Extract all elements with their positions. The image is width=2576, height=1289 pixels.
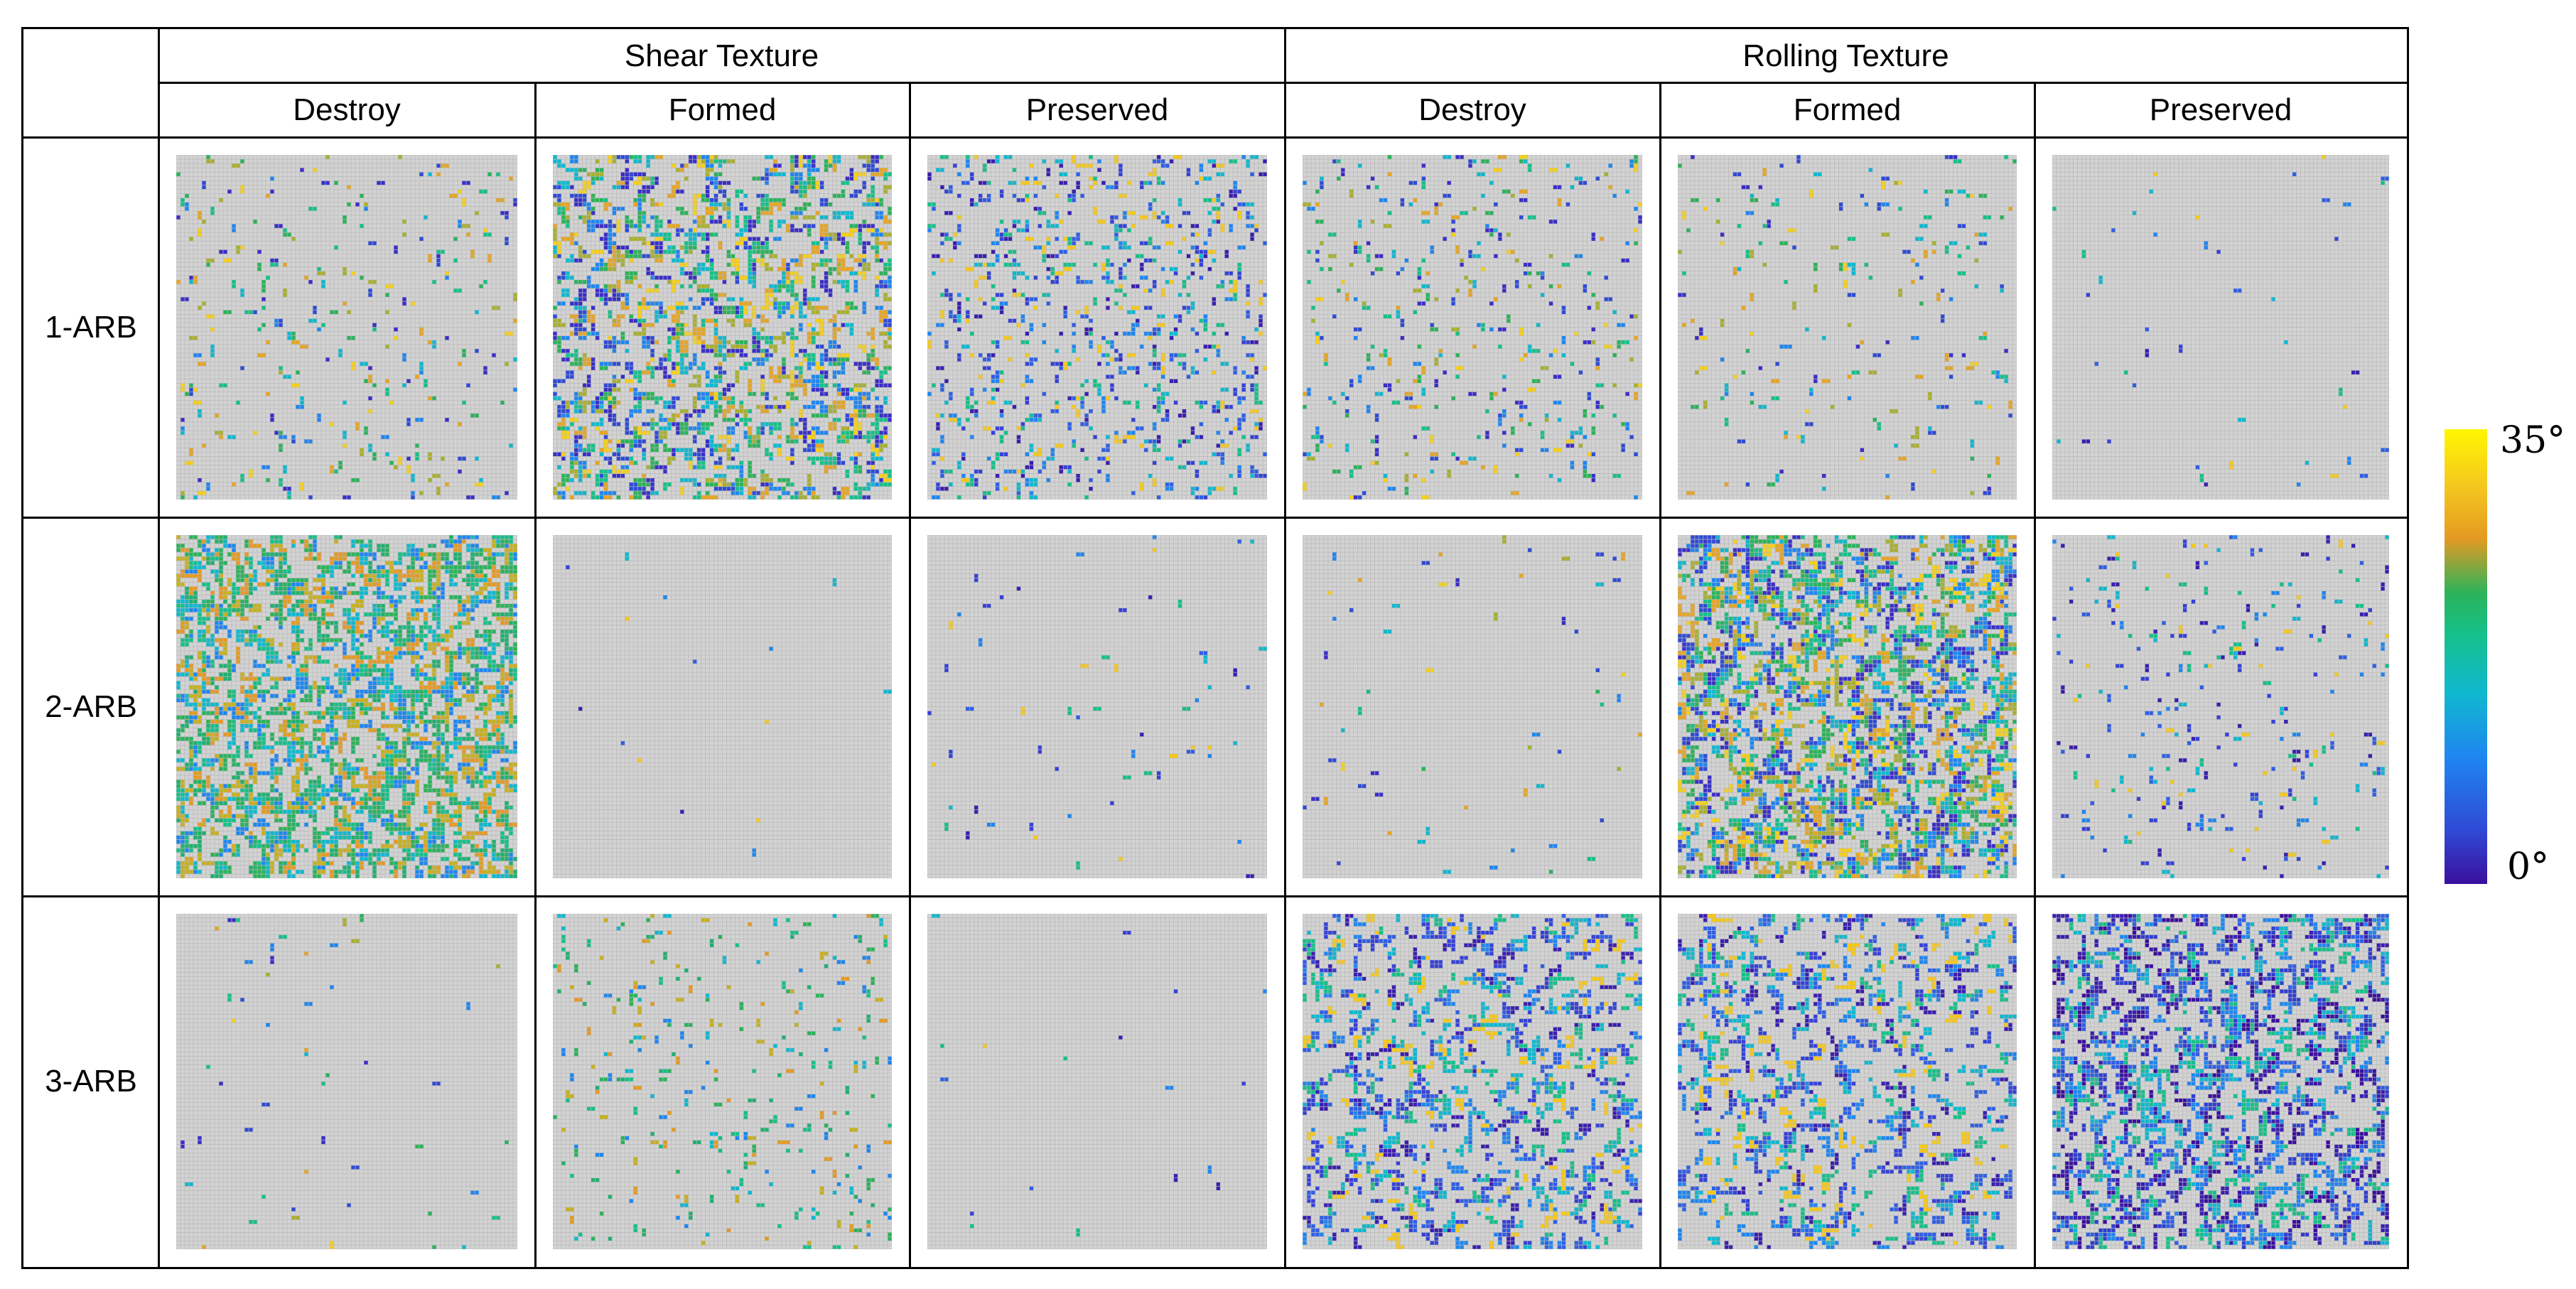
texture-table: Shear Texture Rolling Texture Destroy Forme… xyxy=(21,27,2409,1269)
texture-map-r2-c5 xyxy=(1678,535,2017,878)
divider xyxy=(909,82,911,1267)
colorbar-min-label: 0° xyxy=(2507,846,2549,888)
column-header-1: Destroy xyxy=(158,82,535,137)
row-header-2: 2-ARB xyxy=(23,517,158,896)
texture-map-r2-c1 xyxy=(176,535,517,878)
texture-map-r2-c4 xyxy=(1303,535,1642,878)
texture-map-r3-c2 xyxy=(553,914,892,1249)
divider xyxy=(23,136,2407,139)
texture-map-r3-c6 xyxy=(2052,914,2389,1249)
texture-map-r2-c6 xyxy=(2052,535,2389,878)
divider xyxy=(23,895,2407,897)
column-header-5: Formed xyxy=(1660,82,2035,137)
column-header-4: Destroy xyxy=(1285,82,1660,137)
divider xyxy=(158,82,2407,84)
texture-map-r2-c3 xyxy=(927,535,1267,878)
texture-map-r1-c6 xyxy=(2052,155,2389,500)
divider xyxy=(1659,82,1661,1267)
divider xyxy=(534,82,537,1267)
texture-map-r1-c3 xyxy=(927,155,1267,500)
column-header-3: Preserved xyxy=(910,82,1285,137)
texture-map-r2-c2 xyxy=(553,535,892,878)
texture-map-r1-c4 xyxy=(1303,155,1642,500)
texture-map-r1-c2 xyxy=(553,155,892,500)
texture-map-r3-c1 xyxy=(176,914,517,1249)
divider xyxy=(2034,82,2036,1267)
colorbar xyxy=(2445,429,2487,884)
group-header-rolling: Rolling Texture xyxy=(1285,29,2407,82)
texture-map-r1-c1 xyxy=(176,155,517,500)
row-header-1: 1-ARB xyxy=(23,137,158,517)
column-header-6: Preserved xyxy=(2035,82,2407,137)
divider xyxy=(23,517,2407,519)
texture-map-r3-c3 xyxy=(927,914,1267,1249)
group-header-shear: Shear Texture xyxy=(158,29,1285,82)
row-header-3: 3-ARB xyxy=(23,896,158,1267)
texture-map-r3-c4 xyxy=(1303,914,1642,1249)
divider xyxy=(1284,29,1286,1267)
colorbar-max-label: 35° xyxy=(2500,419,2565,462)
texture-map-r1-c5 xyxy=(1678,155,2017,500)
texture-map-r3-c5 xyxy=(1678,914,2017,1249)
column-header-2: Formed xyxy=(535,82,910,137)
divider xyxy=(158,29,160,1267)
